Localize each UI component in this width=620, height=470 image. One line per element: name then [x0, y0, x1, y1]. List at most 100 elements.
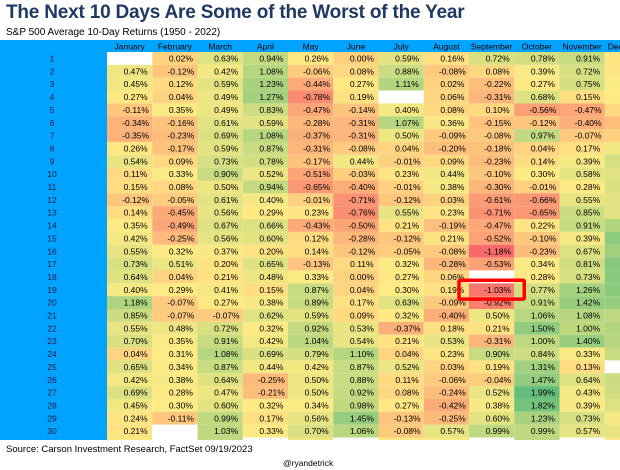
heatmap-cell — [152, 244, 198, 258]
cell-value: -0.17% — [303, 156, 330, 166]
cell-value: 0.42% — [214, 66, 239, 76]
heatmap-cell — [423, 154, 469, 168]
cell-value: 0.55% — [124, 323, 149, 333]
heatmap-cell — [197, 103, 243, 117]
heatmap-cell — [469, 309, 515, 322]
heatmap-cell — [197, 52, 243, 65]
heatmap-cell — [242, 129, 288, 142]
heatmap-cell — [469, 373, 515, 387]
heatmap-cell — [107, 77, 153, 91]
cell-value: 0.45% — [124, 400, 149, 410]
heatmap-cell — [604, 77, 620, 91]
heatmap-cell — [469, 103, 515, 117]
cell-value: 0.27% — [395, 400, 420, 410]
cell-value: 0.56% — [214, 208, 239, 218]
heatmap-cell — [242, 206, 288, 220]
cell-value: -0.49% — [167, 221, 194, 231]
cell-value: 0.99% — [214, 413, 239, 423]
heatmap-cell — [107, 257, 153, 271]
heatmap-cell — [152, 347, 198, 361]
heatmap-cell — [107, 244, 153, 258]
cell-value: 0.32% — [259, 400, 284, 410]
heatmap-cell — [559, 77, 605, 91]
heatmap-cell — [107, 334, 153, 348]
cell-value: 0.64% — [124, 272, 149, 282]
heatmap-cell — [152, 154, 198, 168]
cell-value: 0.08% — [486, 66, 511, 76]
heatmap-cell — [378, 386, 424, 399]
cell-value: -0.07% — [575, 131, 602, 141]
heatmap-cell — [423, 257, 469, 271]
cell-value: 0.38% — [440, 182, 465, 192]
cell-value: 0.39% — [576, 156, 601, 166]
cell-value: 0.64% — [214, 375, 239, 385]
heatmap-cell — [423, 129, 469, 142]
heatmap-cell — [152, 90, 198, 104]
heatmap-cell — [514, 180, 560, 194]
heatmap-cell — [378, 296, 424, 309]
cell-value: -0.03% — [348, 169, 375, 179]
heatmap-cell — [604, 116, 620, 130]
cell-value: 0.28% — [576, 182, 601, 192]
heatmap-cell — [333, 437, 379, 440]
heatmap-cell — [378, 309, 424, 322]
heatmap-cell — [197, 373, 243, 387]
cell-value: -0.53% — [484, 259, 511, 269]
cell-value: 0.35% — [169, 336, 194, 346]
heatmap-cell — [152, 437, 198, 440]
heatmap-cell — [423, 309, 469, 322]
heatmap-cell — [378, 141, 424, 155]
heatmap-cell — [197, 283, 243, 297]
heatmap-cell — [333, 296, 379, 309]
cell-value: 0.92% — [305, 323, 330, 333]
cell-value: 0.91% — [576, 54, 601, 64]
heatmap-cell — [604, 219, 620, 232]
heatmap-cell — [559, 64, 605, 78]
row-label-day-9: 9 — [50, 156, 55, 166]
cell-value: 0.50% — [305, 375, 330, 385]
heatmap-cell — [288, 193, 334, 207]
row-label-day-12: 12 — [47, 195, 57, 205]
cell-value: 0.36% — [440, 439, 465, 440]
heatmap-cell — [559, 167, 605, 181]
heatmap-cell — [514, 411, 560, 425]
heatmap-cell — [107, 424, 153, 438]
cell-value: 0.87% — [259, 143, 284, 153]
cell-value: -0.34% — [122, 118, 149, 128]
cell-value: 1.99% — [531, 388, 556, 398]
cell-value: 0.27% — [531, 79, 556, 89]
cell-value: 0.60% — [486, 413, 511, 423]
cell-value: -1.18% — [484, 246, 511, 256]
cell-value: 0.38% — [124, 439, 149, 440]
cell-value: -0.06% — [303, 66, 330, 76]
heatmap-cell — [604, 411, 620, 425]
cell-value: 0.73% — [576, 413, 601, 423]
heatmap-cell — [378, 270, 424, 284]
column-header-july: July — [394, 42, 410, 52]
heatmap-cell — [604, 373, 620, 387]
cell-value: -0.11% — [168, 413, 195, 423]
cell-value: -0.05% — [167, 195, 194, 205]
cell-value: 0.26% — [395, 439, 420, 440]
cell-value: 0.22% — [531, 221, 556, 231]
cell-value: -0.08% — [439, 66, 466, 76]
heatmap-cell — [469, 437, 515, 440]
heatmap-cell — [288, 257, 334, 271]
heatmap-cell — [469, 219, 515, 232]
heatmap-cell — [378, 373, 424, 387]
heatmap-cell — [378, 411, 424, 425]
heatmap-cell — [423, 321, 469, 335]
cell-value: -0.24% — [439, 388, 466, 398]
column-header-december: December — [608, 42, 620, 52]
heatmap-cell — [378, 206, 424, 220]
cell-value: 1.45% — [350, 413, 375, 423]
cell-value: 0.23% — [440, 349, 465, 359]
heatmap-cell — [378, 283, 424, 297]
heatmap-cell — [288, 437, 334, 440]
heatmap-cell — [423, 424, 469, 438]
heatmap-cell — [604, 347, 620, 361]
cell-value: 0.51% — [169, 259, 194, 269]
cell-value: 0.39% — [576, 400, 601, 410]
column-header-may: May — [303, 42, 320, 52]
heatmap-cell — [469, 347, 515, 361]
